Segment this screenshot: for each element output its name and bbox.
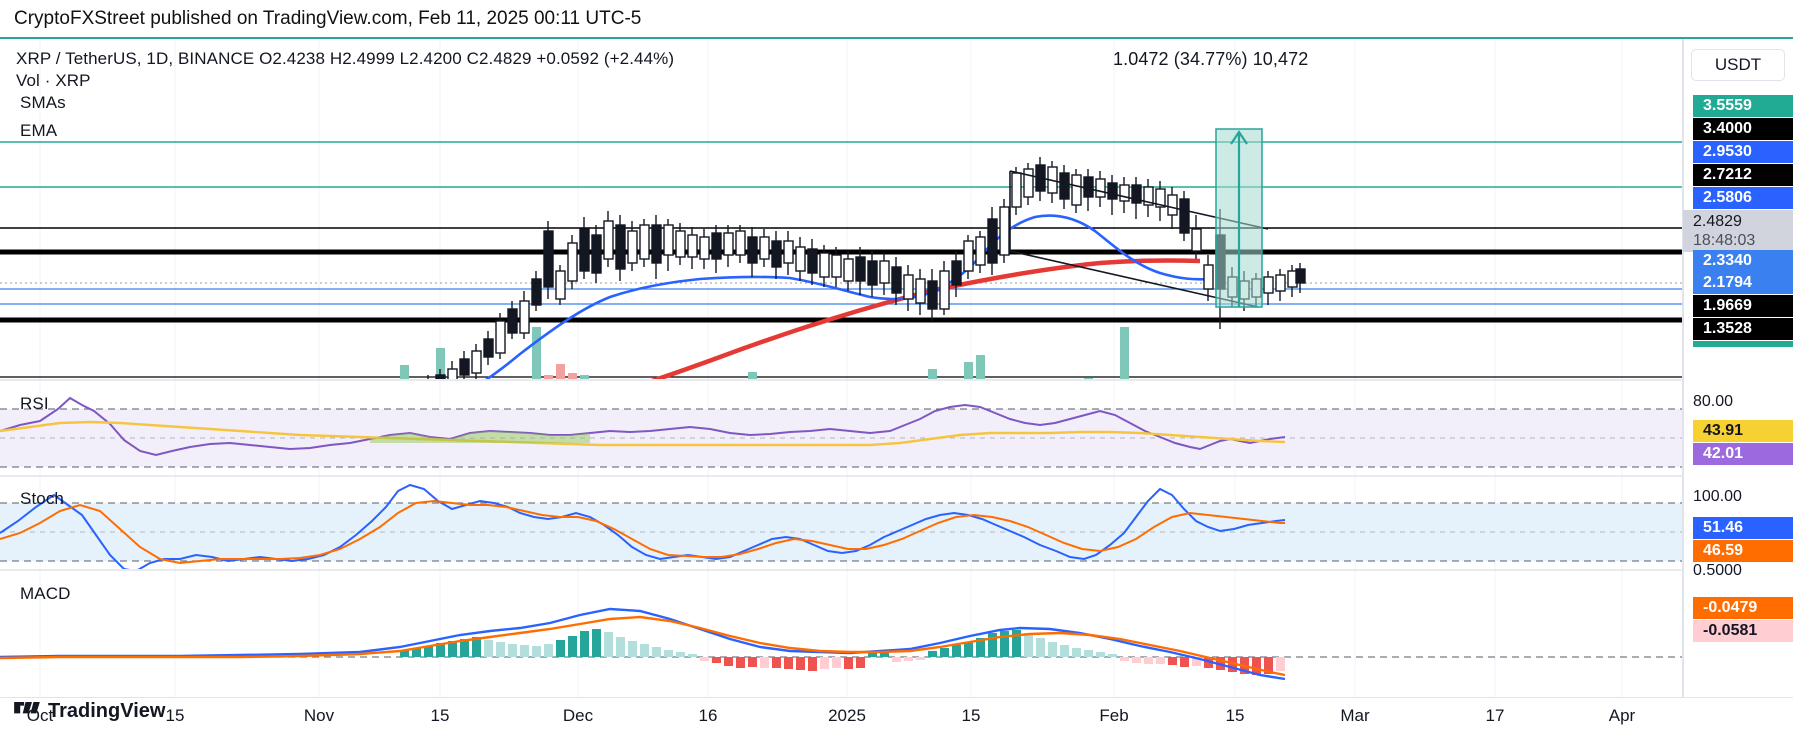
- time-tick-16-dec: 16: [698, 706, 718, 725]
- tradingview-logo-icon: [14, 701, 40, 713]
- stoch-d-label[interactable]: 46.59: [1693, 540, 1793, 562]
- axis-divider: [1682, 39, 1683, 699]
- chart-plot-area[interactable]: [0, 39, 1683, 699]
- currency-button[interactable]: USDT: [1691, 49, 1785, 81]
- tradingview-brand-label: TradingView: [48, 700, 166, 722]
- volume-legend[interactable]: Vol · XRP: [16, 71, 91, 90]
- price-label-1-3528[interactable]: 1.3528: [1693, 318, 1793, 340]
- rsi-axis-top: 80.00: [1693, 393, 1734, 410]
- time-tick-2025: 2025: [828, 706, 866, 725]
- time-tick-15-feb: 15: [1225, 706, 1245, 725]
- projection-arrow-head: [1230, 130, 1248, 145]
- price-label-2-5806[interactable]: 2.5806: [1693, 187, 1793, 209]
- macd-legend[interactable]: MACD: [20, 584, 71, 603]
- time-tick-15-nov: 15: [430, 706, 450, 725]
- stoch-d-line: [0, 499, 1285, 565]
- tradingview-footer[interactable]: TradingView: [14, 700, 165, 723]
- time-tick-15-oct: 15: [165, 706, 185, 725]
- horizontal-levels: [0, 141, 1683, 378]
- stoch-k-line: [0, 483, 1286, 569]
- macd-signal-line: [0, 615, 1286, 677]
- time-tick-feb: Feb: [1099, 706, 1129, 725]
- rsi-value-label[interactable]: 42.01: [1693, 443, 1793, 465]
- vertical-gridlines: [39, 39, 1623, 699]
- stoch-axis-top: 100.00: [1693, 488, 1742, 505]
- price-label-3-4000[interactable]: 3.4000: [1693, 118, 1793, 140]
- cursor-price: 2.4829: [1693, 213, 1742, 230]
- rsi-pane: [0, 396, 1683, 468]
- time-axis[interactable]: Oct 15 Nov 15 Dec 16 2025 15 Feb 15 Mar …: [0, 697, 1793, 739]
- stoch-legend[interactable]: Stoch: [20, 489, 64, 508]
- projection-label: 1.0472 (34.77%) 10,472: [1113, 49, 1309, 69]
- time-tick-apr: Apr: [1608, 706, 1636, 725]
- symbol-legend[interactable]: XRP / TetherUS, 1D, BINANCE O2.4238 H2.4…: [16, 49, 675, 68]
- chart-frame: XRP / TetherUS, 1D, BINANCE O2.4238 H2.4…: [0, 37, 1793, 699]
- time-tick-15-jan: 15: [961, 706, 981, 725]
- price-label-2-3340[interactable]: 2.3340: [1693, 250, 1793, 272]
- rsi-legend[interactable]: RSI: [20, 394, 49, 413]
- currency-label: USDT: [1714, 55, 1762, 74]
- rsi-ma-line: [0, 420, 1286, 447]
- stoch-axis-bottom: 0.5000: [1693, 562, 1742, 579]
- price-pane: [0, 128, 1683, 379]
- macd-histogram: [400, 629, 1285, 675]
- price-label-2-7212[interactable]: 2.7212: [1693, 164, 1793, 186]
- volume-axis-marker: [1693, 341, 1793, 347]
- projection-annotation: [1215, 128, 1263, 308]
- price-label-1-9669[interactable]: 1.9669: [1693, 295, 1793, 317]
- macd-value-label[interactable]: -0.0479: [1693, 597, 1793, 619]
- attribution-text: CryptoFXStreet published on TradingView.…: [14, 7, 642, 29]
- smas-legend[interactable]: SMAs: [20, 93, 66, 112]
- price-label-2-1794[interactable]: 2.1794: [1693, 272, 1793, 294]
- attribution-bar: CryptoFXStreet published on TradingView.…: [0, 0, 1793, 37]
- cursor-price-box[interactable]: 2.4829 18:48:03: [1683, 210, 1793, 252]
- price-label-3-5559[interactable]: 3.5559: [1693, 95, 1793, 117]
- ema-legend[interactable]: EMA: [20, 121, 58, 140]
- time-tick-mar: Mar: [1340, 706, 1370, 725]
- time-tick-nov: Nov: [303, 706, 335, 725]
- time-tick-17-mar: 17: [1485, 706, 1505, 725]
- sma-blue-line: [485, 214, 1211, 379]
- price-axis[interactable]: USDT 3.5559 3.4000 2.9530 2.7212 2.5806 …: [1683, 39, 1793, 699]
- rsi-ma-label[interactable]: 43.91: [1693, 420, 1793, 442]
- volume-histogram: [400, 327, 1129, 379]
- price-label-2-9530[interactable]: 2.9530: [1693, 141, 1793, 163]
- time-tick-dec: Dec: [562, 706, 594, 725]
- rsi-overbought-fill: [370, 431, 590, 443]
- macd-pane: [0, 607, 1683, 681]
- cursor-countdown: 18:48:03: [1693, 232, 1756, 249]
- stoch-k-label[interactable]: 51.46: [1693, 517, 1793, 539]
- macd-signal-label[interactable]: -0.0581: [1693, 620, 1793, 642]
- rsi-line: [0, 396, 1286, 457]
- sma-red-line: [650, 258, 1201, 379]
- stoch-pane: [0, 483, 1683, 569]
